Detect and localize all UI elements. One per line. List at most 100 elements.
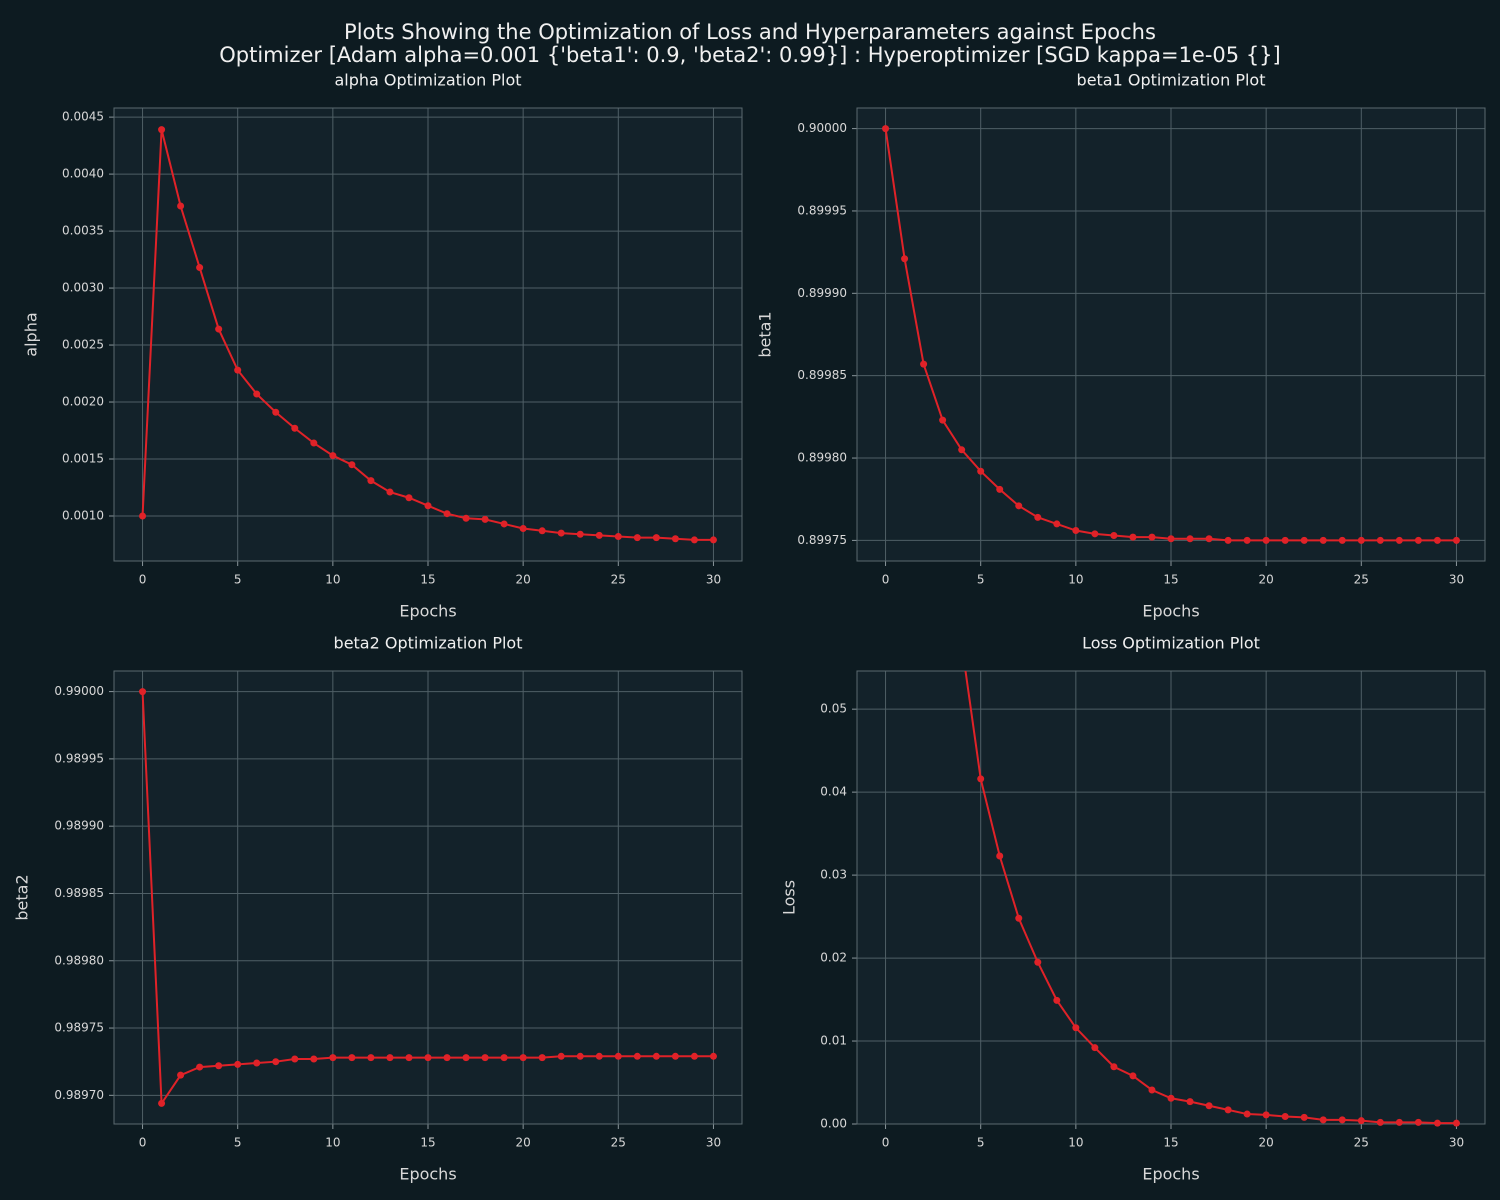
- data-point: [1186, 535, 1194, 543]
- data-point: [177, 202, 185, 210]
- y-axis-label: beta1: [756, 311, 775, 357]
- series-group: [139, 126, 717, 544]
- y-tick-label: 0.04: [820, 785, 847, 799]
- data-point: [310, 439, 318, 447]
- plot-title: alpha Optimization Plot: [334, 71, 521, 90]
- y-tick-label: 0.89985: [797, 368, 847, 382]
- x-tick-label: 20: [1259, 1136, 1274, 1150]
- x-tick-label: 25: [1354, 573, 1369, 587]
- data-point: [996, 852, 1004, 860]
- x-axis-label: Epochs: [1142, 1165, 1199, 1184]
- data-point: [1205, 535, 1213, 543]
- data-point: [1148, 1086, 1156, 1094]
- x-tick-label: 0: [882, 573, 890, 587]
- data-point: [1300, 536, 1308, 544]
- y-tick-label: 0.05: [820, 702, 847, 716]
- y-tick-label: 0.98970: [54, 1088, 104, 1102]
- data-point: [139, 512, 147, 520]
- plot-frame: [856, 107, 1486, 562]
- data-point: [310, 1055, 318, 1063]
- data-point: [386, 1054, 394, 1062]
- data-point: [690, 1052, 698, 1060]
- x-tick-label: 15: [1163, 573, 1178, 587]
- x-tick-label: 10: [1068, 573, 1083, 587]
- data-point: [1110, 531, 1118, 539]
- data-point: [1357, 536, 1365, 544]
- data-point: [234, 1060, 242, 1068]
- plot-frame: [113, 670, 743, 1125]
- data-point: [690, 536, 698, 544]
- data-point: [958, 446, 966, 454]
- data-point: [234, 366, 242, 374]
- data-point: [1129, 533, 1137, 541]
- data-point: [196, 264, 204, 272]
- data-point: [652, 1052, 660, 1060]
- data-point: [557, 529, 565, 537]
- y-tick-label: 0.01: [820, 1034, 847, 1048]
- data-point: [1281, 536, 1289, 544]
- x-tick-label: 10: [325, 1136, 340, 1150]
- data-point: [272, 408, 280, 416]
- y-tick-label: 0.89980: [797, 451, 847, 465]
- x-tick-label: 25: [611, 1136, 626, 1150]
- data-point: [1110, 1063, 1118, 1071]
- x-tick-label: 20: [516, 573, 531, 587]
- plot-title: beta1 Optimization Plot: [1077, 71, 1266, 90]
- x-tick-label: 5: [977, 573, 985, 587]
- data-point: [595, 1052, 603, 1060]
- data-point: [348, 461, 356, 469]
- data-point: [424, 1054, 432, 1062]
- data-point: [576, 530, 584, 538]
- x-axis-label: Epochs: [1142, 602, 1199, 621]
- y-tick-label: 0.0015: [62, 452, 104, 466]
- data-point: [158, 1099, 166, 1107]
- data-point: [1376, 536, 1384, 544]
- data-point: [1034, 513, 1042, 521]
- y-tick-label: 0.0035: [62, 224, 104, 238]
- y-tick-label: 0.03: [820, 868, 847, 882]
- data-point: [462, 1054, 470, 1062]
- data-point: [1357, 1117, 1365, 1125]
- data-point: [443, 510, 451, 518]
- x-tick-label: 5: [977, 1136, 985, 1150]
- data-point: [405, 1054, 413, 1062]
- x-tick-label: 20: [1259, 573, 1274, 587]
- data-point: [1319, 1116, 1327, 1124]
- y-tick-label: 0.89995: [797, 203, 847, 217]
- data-point: [1319, 536, 1327, 544]
- x-axis-label: Epochs: [399, 602, 456, 621]
- x-tick-label: 30: [1449, 573, 1464, 587]
- y-tick-label: 0.98985: [54, 886, 104, 900]
- data-point: [1091, 1044, 1099, 1052]
- x-tick-label: 0: [139, 573, 147, 587]
- data-point: [329, 452, 337, 460]
- figure-title: Plots Showing the Optimization of Loss a…: [344, 20, 1156, 44]
- data-point: [920, 360, 928, 368]
- data-point: [367, 477, 375, 485]
- data-point: [443, 1054, 451, 1062]
- data-point: [215, 1062, 223, 1070]
- y-tick-label: 0.0030: [62, 281, 104, 295]
- data-point: [595, 531, 603, 539]
- data-point: [196, 1063, 204, 1071]
- data-point: [614, 1052, 622, 1060]
- data-point: [576, 1052, 584, 1060]
- x-tick-label: 0: [139, 1136, 147, 1150]
- data-point: [1205, 1102, 1213, 1110]
- data-point: [1433, 1119, 1441, 1127]
- y-tick-label: 0.0045: [62, 110, 104, 124]
- data-point: [1433, 536, 1441, 544]
- data-point: [1091, 530, 1099, 538]
- data-point: [901, 255, 909, 263]
- y-axis-label: Loss: [780, 880, 799, 915]
- data-point: [939, 416, 947, 424]
- data-point: [272, 1058, 280, 1066]
- y-tick-label: 0.98995: [54, 751, 104, 765]
- data-point: [177, 1071, 185, 1079]
- plot-title: Loss Optimization Plot: [1082, 634, 1260, 653]
- data-point: [1281, 1113, 1289, 1121]
- data-point: [1338, 1116, 1346, 1124]
- data-point: [1072, 1024, 1080, 1032]
- data-point: [386, 488, 394, 496]
